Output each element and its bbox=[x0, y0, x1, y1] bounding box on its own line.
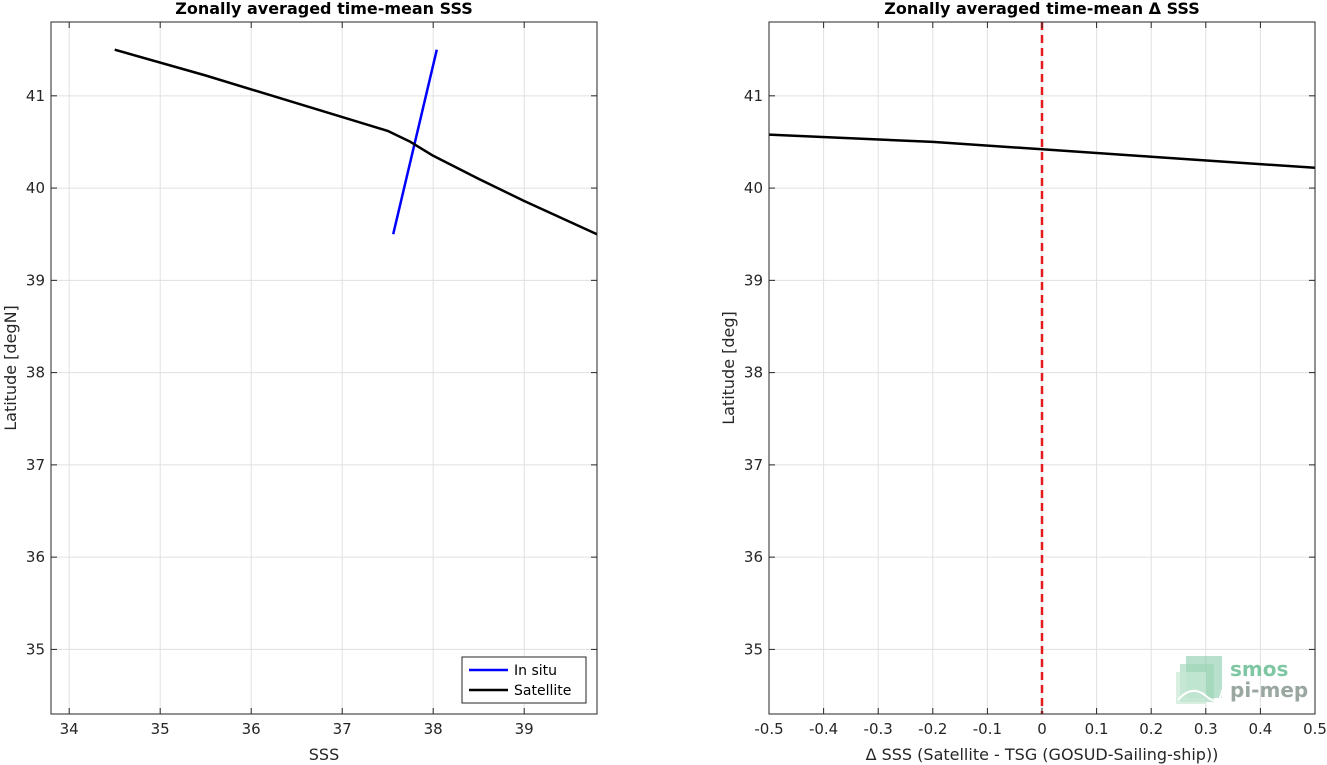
panel-delta-sss-series bbox=[768, 133, 1316, 170]
panel-delta-sss-ticks: -0.5 -0.4 -0.3 -0.2 -0.1 0 0.1 0.2 0.3 0.4 0.5 35 36… bbox=[744, 22, 1327, 738]
panel-delta-sss-xtick-label: -0.2 bbox=[918, 720, 947, 738]
panel-delta-sss-xtick-label: 0 bbox=[1037, 720, 1047, 738]
panel-delta-sss-ytick-label: 35 bbox=[744, 640, 763, 658]
legend-label-satellite: Satellite bbox=[514, 683, 571, 699]
panel-sss-ytick-label: 37 bbox=[26, 456, 45, 474]
panel-sss-ylabel: Latitude [degN] bbox=[1, 305, 20, 431]
panel-sss-ytick-label: 38 bbox=[26, 364, 45, 382]
logo-text-smos: smos bbox=[1230, 657, 1288, 681]
panel-sss-xtick-label: 39 bbox=[515, 720, 534, 738]
panel-sss-xtick-label: 37 bbox=[333, 720, 352, 738]
panel-delta-sss-xtick-label: 0.5 bbox=[1303, 720, 1327, 738]
panel-delta-sss-xtick-label: 0.2 bbox=[1139, 720, 1163, 738]
panel-sss-series bbox=[114, 48, 598, 236]
panel-delta-sss: Zonally averaged time-mean Δ SSS -0.5 -0.… bbox=[719, 0, 1327, 764]
logo-text-pimep: pi-mep bbox=[1230, 678, 1308, 702]
series-line-satellite bbox=[114, 48, 598, 236]
panel-delta-sss-xtick-label: -0.5 bbox=[754, 720, 783, 738]
panel-sss-xtick-label: 38 bbox=[424, 720, 443, 738]
panel-delta-sss-ytick-label: 38 bbox=[744, 364, 763, 382]
panel-sss-ytick-label: 41 bbox=[26, 87, 45, 105]
panel-sss: Zonally averaged time-mean SSS 34 35 36 37 3… bbox=[1, 0, 598, 764]
panel-delta-sss-ytick-label: 36 bbox=[744, 548, 763, 566]
panel-delta-sss-ytick-label: 40 bbox=[744, 179, 763, 197]
smos-pimep-logo: smos pi-mep bbox=[1176, 656, 1308, 704]
legend-label-in-situ: In situ bbox=[514, 663, 557, 679]
series-line-in-situ bbox=[391, 49, 439, 235]
panel-sss-axes-box bbox=[50, 21, 598, 715]
series-line-delta bbox=[768, 133, 1316, 170]
panel-sss-xtick-label: 34 bbox=[60, 720, 79, 738]
panel-delta-sss-xtick-label: -0.3 bbox=[864, 720, 893, 738]
legend: In situ Satellite bbox=[461, 656, 587, 704]
panel-sss-ytick-label: 39 bbox=[26, 271, 45, 289]
panel-sss-title: Zonally averaged time-mean SSS bbox=[175, 0, 473, 18]
panel-sss-ticks: 34 35 36 37 38 39 35 36 37 38 39 40 41 bbox=[26, 22, 597, 738]
panel-sss-ytick-label: 40 bbox=[26, 179, 45, 197]
panel-sss-xtick-label: 35 bbox=[151, 720, 170, 738]
panel-sss-ytick-label: 36 bbox=[26, 548, 45, 566]
panel-delta-sss-xtick-label: 0.1 bbox=[1085, 720, 1109, 738]
panel-delta-sss-ytick-label: 39 bbox=[744, 271, 763, 289]
panel-delta-sss-xtick-label: -0.4 bbox=[809, 720, 838, 738]
panel-delta-sss-xlabel: Δ SSS (Satellite - TSG (GOSUD-Sailing-sh… bbox=[866, 745, 1219, 764]
panel-delta-sss-ytick-label: 37 bbox=[744, 456, 763, 474]
panel-sss-xtick-label: 36 bbox=[242, 720, 261, 738]
panel-delta-sss-ylabel: Latitude [deg] bbox=[719, 311, 738, 425]
panel-delta-sss-xtick-label: 0.4 bbox=[1248, 720, 1272, 738]
panel-sss-ytick-label: 35 bbox=[26, 640, 45, 658]
legend-box bbox=[461, 656, 587, 704]
panel-sss-xlabel: SSS bbox=[309, 745, 339, 764]
logo-emblem-icon bbox=[1176, 656, 1223, 704]
panel-delta-sss-title: Zonally averaged time-mean Δ SSS bbox=[884, 0, 1200, 18]
panel-delta-sss-xtick-label: 0.3 bbox=[1194, 720, 1218, 738]
panel-delta-sss-ytick-label: 41 bbox=[744, 87, 763, 105]
panel-sss-grid bbox=[51, 22, 597, 714]
panel-delta-sss-xtick-label: -0.1 bbox=[973, 720, 1002, 738]
